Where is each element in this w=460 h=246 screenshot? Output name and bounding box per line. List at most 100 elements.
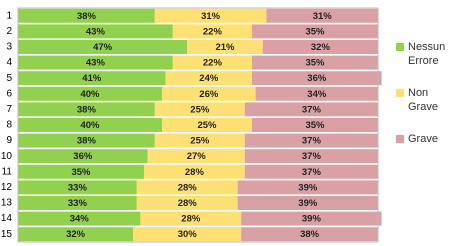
legend-swatch [396, 43, 404, 51]
y-tick-label: 11 [2, 166, 13, 177]
bar-segment [18, 40, 188, 54]
bar-segment [244, 149, 378, 164]
value-label: 33% [68, 182, 88, 193]
y-tick-label: 3 [6, 42, 12, 53]
value-label: 38% [77, 11, 97, 22]
bar-segment [162, 118, 252, 132]
y-tick-label: 13 [1, 198, 13, 209]
value-label: 47% [93, 42, 113, 53]
value-label: 21% [215, 42, 235, 53]
value-label: 30% [178, 229, 198, 240]
bar-segment [237, 196, 378, 210]
value-label: 40% [80, 120, 100, 131]
value-label: 40% [80, 89, 100, 100]
bar-segment [136, 196, 238, 210]
legend-item: Non Grave [396, 86, 450, 114]
legend-item: Nessun Errore [396, 40, 450, 68]
value-label: 35% [305, 120, 325, 131]
value-label: 35% [71, 167, 91, 178]
bar-segment [18, 102, 155, 117]
bar-segment [147, 149, 245, 164]
value-label: 37% [302, 104, 322, 115]
value-label: 25% [190, 104, 210, 115]
legend-label: Non Grave [408, 87, 438, 113]
value-label: 39% [302, 214, 322, 225]
bar-segment [18, 196, 137, 210]
y-tick-label: 6 [6, 88, 12, 99]
value-label: 35% [305, 26, 325, 37]
value-label: 38% [77, 136, 97, 147]
y-tick-label: 14 [1, 213, 13, 224]
bar-segment [252, 71, 382, 86]
bar-segment [154, 8, 267, 23]
value-label: 34% [307, 89, 327, 100]
y-tick-label: 12 [1, 182, 13, 193]
bar-segment [241, 211, 382, 226]
bar-segment [252, 55, 378, 70]
bar-segment [237, 180, 378, 195]
bar-segment [154, 133, 245, 148]
value-label: 38% [77, 104, 97, 115]
y-tick-label: 7 [6, 104, 12, 115]
y-tick-label: 9 [6, 135, 12, 146]
bar-segment [244, 102, 378, 117]
value-label: 39% [298, 182, 318, 193]
value-label: 28% [178, 182, 198, 193]
value-label: 28% [185, 167, 205, 178]
value-label: 38% [300, 229, 320, 240]
bar-segment [172, 24, 252, 39]
value-label: 26% [199, 89, 219, 100]
bar-segment [18, 211, 141, 226]
value-label: 27% [187, 151, 207, 162]
y-tick-label: 8 [6, 120, 12, 131]
value-label: 39% [298, 198, 318, 209]
value-label: 31% [313, 11, 333, 22]
legend-label: Grave [408, 133, 438, 145]
y-tick-label: 1 [6, 10, 12, 21]
bar-segment [187, 40, 263, 54]
value-label: 24% [199, 73, 219, 84]
value-label: 32% [66, 229, 86, 240]
value-label: 36% [307, 73, 327, 84]
legend: Nessun Errore Non Grave Grave [396, 40, 458, 164]
value-label: 32% [311, 42, 331, 53]
bar-segment [18, 133, 155, 148]
bar-segment [18, 118, 162, 132]
value-label: 28% [178, 198, 198, 209]
bar-segment [252, 118, 378, 132]
value-label: 36% [73, 151, 93, 162]
value-label: 43% [86, 26, 106, 37]
y-tick-label: 10 [1, 151, 13, 162]
bar-segment [165, 71, 252, 86]
value-label: 37% [302, 167, 322, 178]
plot: 1 38% 31% 31% 2 43% 22% 35% 3 47% 21% 32% 4 43% 22% 35%… [1, 7, 382, 243]
value-label: 28% [181, 214, 201, 225]
value-label: 41% [82, 73, 102, 84]
value-label: 25% [190, 136, 210, 147]
value-label: 43% [86, 58, 106, 69]
bar-segment [18, 55, 173, 70]
bar-segment [18, 8, 155, 23]
value-label: 25% [197, 120, 217, 131]
y-tick-label: 2 [6, 26, 12, 37]
bar-segment [144, 164, 245, 179]
bar-segment [18, 86, 162, 101]
bar-segment [140, 211, 242, 226]
value-label: 37% [302, 136, 322, 147]
value-label: 34% [70, 214, 90, 225]
value-label: 35% [305, 58, 325, 69]
y-tick-label: 5 [6, 73, 12, 84]
bar-segment [136, 180, 238, 195]
legend-swatch [396, 89, 404, 97]
bar-segment [172, 55, 252, 70]
bar-segment [241, 227, 378, 242]
y-tick-label: 4 [6, 57, 12, 68]
bar-segment [262, 40, 378, 54]
bar-segment [244, 164, 378, 179]
bar-segment [255, 86, 378, 101]
bar-segment [18, 180, 137, 195]
y-tick-label: 15 [1, 229, 13, 240]
bar-segment [244, 133, 378, 148]
bar-segment [252, 24, 378, 39]
